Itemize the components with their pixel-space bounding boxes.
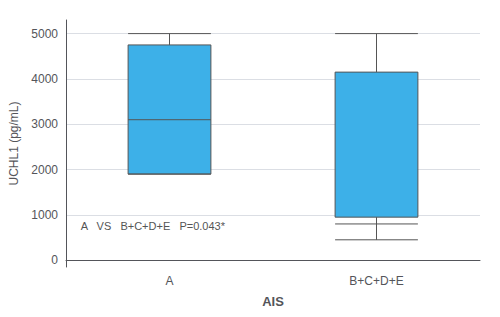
svg-text:A VS B+C+D+E P=0.043*: A VS B+C+D+E P=0.043*: [81, 220, 226, 232]
svg-text:B+C+D+E: B+C+D+E: [349, 274, 403, 288]
svg-text:2000: 2000: [31, 163, 58, 177]
svg-text:UCHL1 (pg/mL): UCHL1 (pg/mL): [7, 101, 21, 185]
svg-text:A: A: [165, 274, 173, 288]
svg-text:4000: 4000: [31, 72, 58, 86]
svg-text:3000: 3000: [31, 117, 58, 131]
svg-text:5000: 5000: [31, 27, 58, 41]
svg-text:0: 0: [51, 253, 58, 267]
svg-text:1000: 1000: [31, 208, 58, 222]
svg-text:AIS: AIS: [262, 294, 284, 309]
